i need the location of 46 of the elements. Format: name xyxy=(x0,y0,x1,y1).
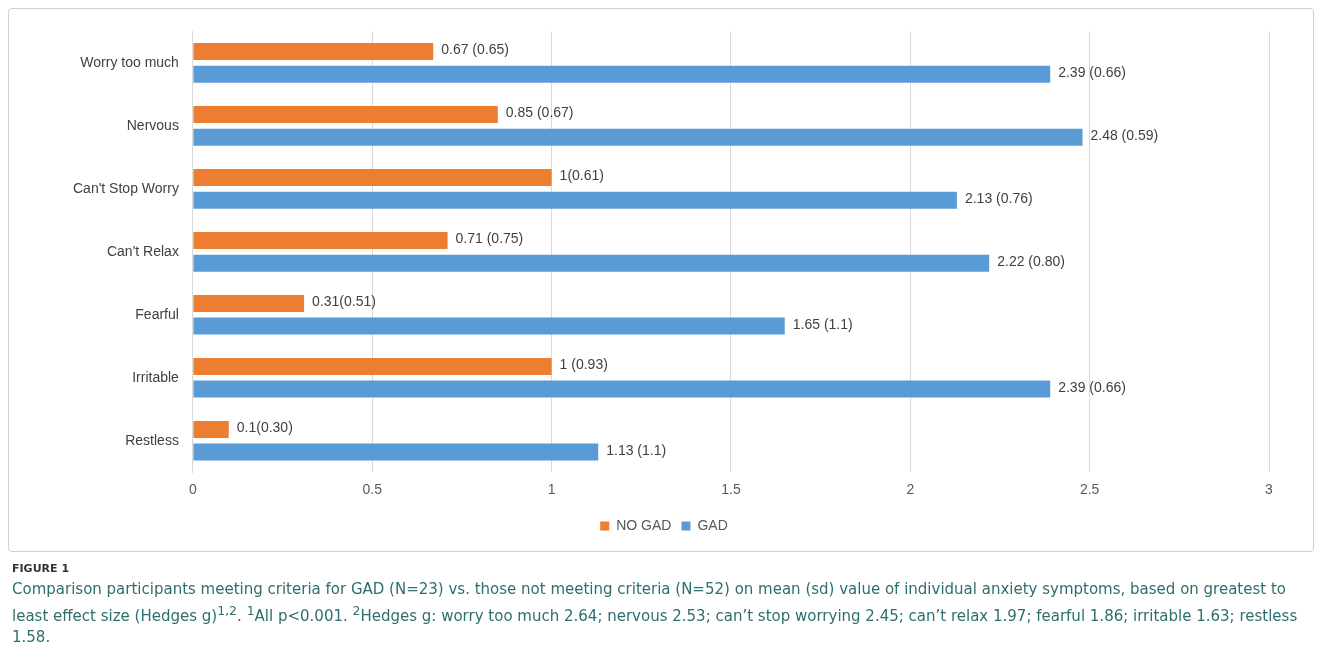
y-tick-label: Irritable xyxy=(132,368,180,385)
data-label: 1 (0.93) xyxy=(559,356,608,373)
bar xyxy=(193,43,434,61)
bar xyxy=(193,443,599,461)
bar xyxy=(193,128,1083,146)
x-tick-label: 3 xyxy=(1265,481,1274,498)
bar xyxy=(193,357,552,375)
x-tick-label: 0.5 xyxy=(362,481,383,498)
y-tick-label: Fearful xyxy=(135,305,179,322)
bar xyxy=(193,65,1051,83)
bar xyxy=(193,294,305,312)
bar xyxy=(193,380,1051,398)
data-label: 0.31(0.51) xyxy=(312,293,376,310)
y-tick-label: Can't Relax xyxy=(106,242,179,259)
bar xyxy=(193,231,448,249)
caption: FIGURE 1 xyxy=(12,562,71,575)
data-label: 1.13 (1.1) xyxy=(606,441,667,458)
bar xyxy=(193,168,552,186)
x-tick-label: 2 xyxy=(906,481,915,498)
legend-label: GAD xyxy=(697,516,728,533)
data-label: 2.13 (0.76) xyxy=(964,190,1033,207)
x-tick-label: 0 xyxy=(189,481,197,498)
data-label: 2.39 (0.66) xyxy=(1058,64,1126,81)
bar xyxy=(193,420,229,438)
y-tick-label: Nervous xyxy=(126,116,179,133)
data-label: 2.39 (0.66) xyxy=(1058,378,1126,395)
y-tick-label: Can't Stop Worry xyxy=(72,179,179,196)
data-label: 0.85 (0.67) xyxy=(505,104,574,121)
y-tick-label: Restless xyxy=(125,431,179,448)
bar xyxy=(193,191,957,209)
data-label: 2.22 (0.80) xyxy=(997,252,1065,269)
x-tick-label: 1 xyxy=(547,481,556,498)
data-label: 0.67 (0.65) xyxy=(441,41,509,58)
y-tick-label: Worry too much xyxy=(80,53,179,70)
data-label: 0.71 (0.75) xyxy=(455,230,524,247)
data-label: 1(0.61) xyxy=(559,167,604,184)
data-label: 0.1(0.30) xyxy=(236,419,293,436)
x-tick-label: 2.5 xyxy=(1079,481,1100,498)
data-label: 1.65 (1.1) xyxy=(792,315,853,332)
data-label: 2.48 (0.59) xyxy=(1090,127,1159,144)
legend-label: NO GAD xyxy=(616,516,672,533)
bar xyxy=(193,254,990,272)
bar xyxy=(193,106,498,124)
text: Comparison participants meeting criteria for GAD (N=23) vs. those not meeting criteria (N=52) on mean (sd) value of individual anxiety symptoms, based on greatest to least effect size (Hedges g)$^{1,2}$. $^{1}$All p<0.001. $^{2}$Hedges g: worry too much 2.64; nervous 2.53; can’t stop worrying 2.45; can’t relax 1.97; fearful 1.86; irritable 1.63; restless 1.58. xyxy=(12,580,1298,646)
x-tick-label: 1.5 xyxy=(721,481,741,498)
bar xyxy=(193,317,785,335)
